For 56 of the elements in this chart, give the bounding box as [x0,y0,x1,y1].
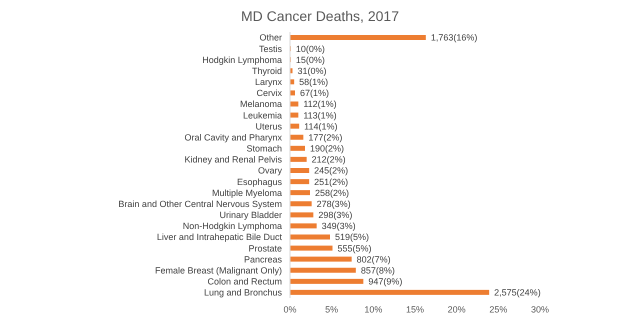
data-label: 112(1%) [303,99,337,110]
data-label: 802(7%) [356,254,391,264]
data-label: 245(2%) [314,166,348,176]
data-label: 1,763(16%) [430,32,478,43]
y-tick-label: Stomach [246,144,282,154]
y-tick-label: Non-Hodgkin Lymphoma [182,221,282,232]
data-label: 113(1%) [303,110,337,120]
x-tick-label: 0% [283,304,297,314]
data-label: 15(0%) [296,54,325,65]
chart-title: MD Cancer Deaths, 2017 [240,8,400,24]
y-tick-label: Melanoma [240,99,282,110]
x-tick-label: 15% [406,304,424,314]
y-tick-label: Uterus [255,121,282,132]
y-tick-label: Esophagus [236,176,282,187]
y-tick-label: Cervix [256,88,282,98]
x-tick-label: 10% [364,304,382,314]
data-label: 298(3%) [318,210,352,220]
data-label: 857(8%) [360,265,395,276]
y-tick-label: Urinary Bladder [219,210,282,220]
data-label: 519(5%) [335,232,370,242]
y-tick-label: Lung and Bronchus [204,288,282,298]
y-tick-label: Larynx [254,77,282,88]
y-tick-label: Multiple Myeloma [212,188,282,198]
y-tick-label: Oral Cavity and Pharynx [184,132,282,142]
data-label: 190(2%) [310,144,344,154]
y-tick-label: Ovary [258,166,282,176]
data-label: 10(0%) [296,44,325,54]
y-tick-label: Brain and Other Central Nervous System [118,198,282,209]
data-label: 251(2%) [314,176,348,187]
data-label: 114(1%) [304,121,338,132]
y-tick-label: Thyroid [252,66,282,76]
x-tick-label: 25% [489,304,508,314]
y-tick-label: Prostate [248,243,282,254]
x-tick-label: 5% [325,304,338,314]
data-label: 947(9%) [368,276,402,287]
x-tick-label: 20% [448,304,466,314]
data-label: 212(2%) [312,154,346,165]
y-tick-label: Leukemia [242,110,282,120]
y-tick-label: Liver and Intrahepatic Bile Duct [156,232,282,242]
data-label: 58(1%) [299,77,328,88]
y-tick-label: Pancreas [244,254,282,264]
data-label: 31(0%) [298,66,327,76]
data-label: 177(2%) [308,132,342,142]
y-tick-label: Female Breast (Malignant Only) [154,265,282,276]
data-label: 278(3%) [316,198,351,209]
data-label: 258(2%) [315,188,350,198]
y-tick-label: Kidney and Renal Pelvis [184,154,282,165]
data-label: 555(5%) [338,243,372,254]
y-tick-label: Other [259,32,282,43]
x-tick-label: 30% [530,304,550,314]
y-tick-label: Testis [258,44,282,54]
data-label: 349(3%) [322,221,356,232]
data-label: 67(1%) [300,88,330,98]
data-label: 2,575(24%) [494,288,541,298]
y-tick-label: Colon and Rectum [207,276,282,287]
y-tick-label: Hodgkin Lymphoma [202,54,282,65]
